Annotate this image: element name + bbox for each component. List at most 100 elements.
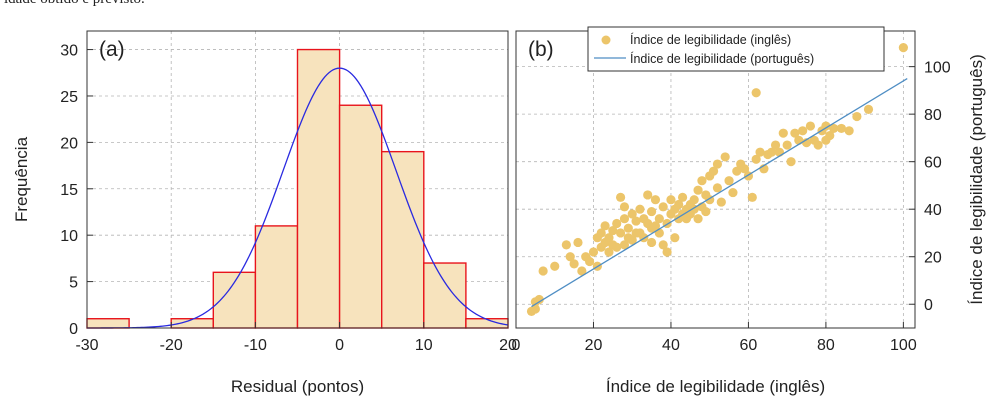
scatter-point — [852, 111, 862, 122]
scatter-point — [534, 294, 544, 305]
scatter-point — [631, 216, 641, 226]
scatter-point — [689, 195, 699, 205]
scatter-point — [588, 247, 599, 257]
caption-fragment: idade obtido e previsto. — [4, 0, 145, 8]
scatter-point — [658, 240, 668, 250]
histogram-frame — [86, 30, 509, 329]
histogram-x-axis-label: Residual (pontos) — [231, 377, 364, 396]
scatter-x-axis-label: Índice de legibilidade (inglês) — [606, 377, 825, 396]
scatter-point — [751, 154, 761, 164]
histogram-y-axis-label: Frequência — [12, 136, 31, 222]
scatter-frame — [515, 30, 916, 329]
scatter-point — [755, 147, 765, 157]
scatter-point — [646, 206, 657, 217]
scatter-point — [538, 266, 548, 276]
histogram-y-tick-label: 20 — [60, 135, 78, 152]
scatter-point — [720, 152, 730, 162]
scatter-point — [697, 176, 707, 186]
panel-label-a: (a) — [99, 38, 125, 61]
histogram-x-tick-label: 20 — [499, 337, 517, 354]
scatter-point — [662, 247, 672, 257]
scatter-point — [666, 195, 676, 205]
histogram-bar — [423, 262, 467, 329]
scatter-x-tick-label: 40 — [662, 337, 680, 354]
scatter-ticks: 0 20 40 60 80 100 0 20 40 60 80 100 — [512, 60, 951, 354]
scatter-point — [805, 121, 816, 131]
histogram-y-tick-label: 0 — [69, 321, 78, 338]
scatter-x-tick-label: 20 — [585, 337, 603, 354]
histogram-y-tick-label: 10 — [60, 228, 78, 245]
legend-entry-portuguese: Índice de legibilidade (português) — [630, 51, 814, 66]
histogram-bar — [254, 225, 299, 329]
histogram-x-tick-label: 10 — [415, 337, 433, 354]
scatter-point — [732, 166, 742, 176]
scatter-point — [786, 157, 796, 167]
histogram-y-tick-label: 15 — [60, 182, 78, 199]
scatter-point — [612, 218, 622, 229]
normal-fit-curve — [87, 67, 509, 329]
scatter-point — [650, 221, 661, 231]
scatter-point — [604, 247, 614, 257]
scatter-point — [646, 237, 657, 248]
scatter-point — [565, 252, 575, 262]
scatter-point — [627, 209, 637, 219]
scatter-point — [615, 192, 626, 202]
scatter-point — [670, 233, 680, 243]
scatter-grid — [515, 31, 915, 328]
scatter-point — [724, 176, 734, 186]
scatter-point — [863, 104, 874, 115]
scatter-point — [573, 237, 583, 248]
panel-label-b: (b) — [528, 38, 554, 61]
scatter-y-tick-label: 100 — [924, 60, 951, 77]
histogram-x-tick-label: 0 — [335, 337, 344, 354]
scatter-point — [790, 128, 800, 138]
scatter-point — [728, 187, 738, 198]
scatter-point — [813, 140, 823, 150]
scatter-y-tick-label: 60 — [924, 155, 942, 172]
scatter-point — [844, 126, 854, 136]
scatter-y-tick-label: 80 — [924, 107, 942, 124]
scatter-x-tick-label: 0 — [512, 337, 521, 354]
scatter-point — [608, 225, 618, 236]
scatter-panel: 0 20 40 60 80 100 0 20 40 60 80 100 (b) Índice de l… — [512, 26, 986, 396]
histogram-bar — [296, 48, 341, 329]
scatter-point — [612, 242, 622, 252]
histogram-bars — [86, 48, 509, 329]
scatter-point — [654, 214, 664, 224]
histogram-bar — [86, 318, 130, 329]
scatter-point — [677, 192, 688, 202]
scatter-point — [604, 233, 614, 243]
scatter-y-axis-label: Índice de legibilidade (português) — [967, 54, 986, 304]
legend-entry-english: Índice de legibilidade (inglês) — [630, 32, 791, 47]
scatter-point — [739, 164, 750, 174]
regression-line — [531, 77, 908, 308]
scatter-point — [623, 223, 633, 233]
histogram-x-tick-label: -20 — [160, 337, 183, 354]
scatter-point — [615, 228, 626, 238]
scatter-point — [658, 202, 668, 212]
scatter-point — [712, 159, 723, 169]
legend-marker-points — [601, 35, 611, 45]
scatter-point — [627, 235, 637, 245]
scatter-point — [643, 190, 653, 200]
scatter-point — [798, 126, 808, 136]
histogram-x-tick-label: -30 — [75, 337, 98, 354]
scatter-point — [693, 185, 703, 195]
scatter-point — [569, 259, 579, 269]
scatter-point — [650, 195, 661, 205]
scatter-point — [585, 256, 595, 267]
scatter-point — [712, 183, 723, 193]
histogram-y-tick-label: 5 — [69, 275, 78, 292]
scatter-point — [770, 140, 781, 150]
scatter-point — [577, 266, 587, 276]
scatter-point — [596, 228, 606, 238]
scatter-point — [561, 240, 571, 250]
scatter-point — [821, 121, 831, 131]
scatter-point — [619, 202, 630, 212]
scatter-point — [674, 199, 684, 210]
histogram-ticks: -30 -20 -10 0 10 20 0 5 10 15 20 25 30 — [60, 43, 517, 354]
scatter-y-tick-label: 0 — [924, 297, 933, 314]
histogram-panel: -30 -20 -10 0 10 20 0 5 10 15 20 25 30 (a) Residual … — [12, 30, 517, 396]
scatter-point — [747, 192, 757, 202]
